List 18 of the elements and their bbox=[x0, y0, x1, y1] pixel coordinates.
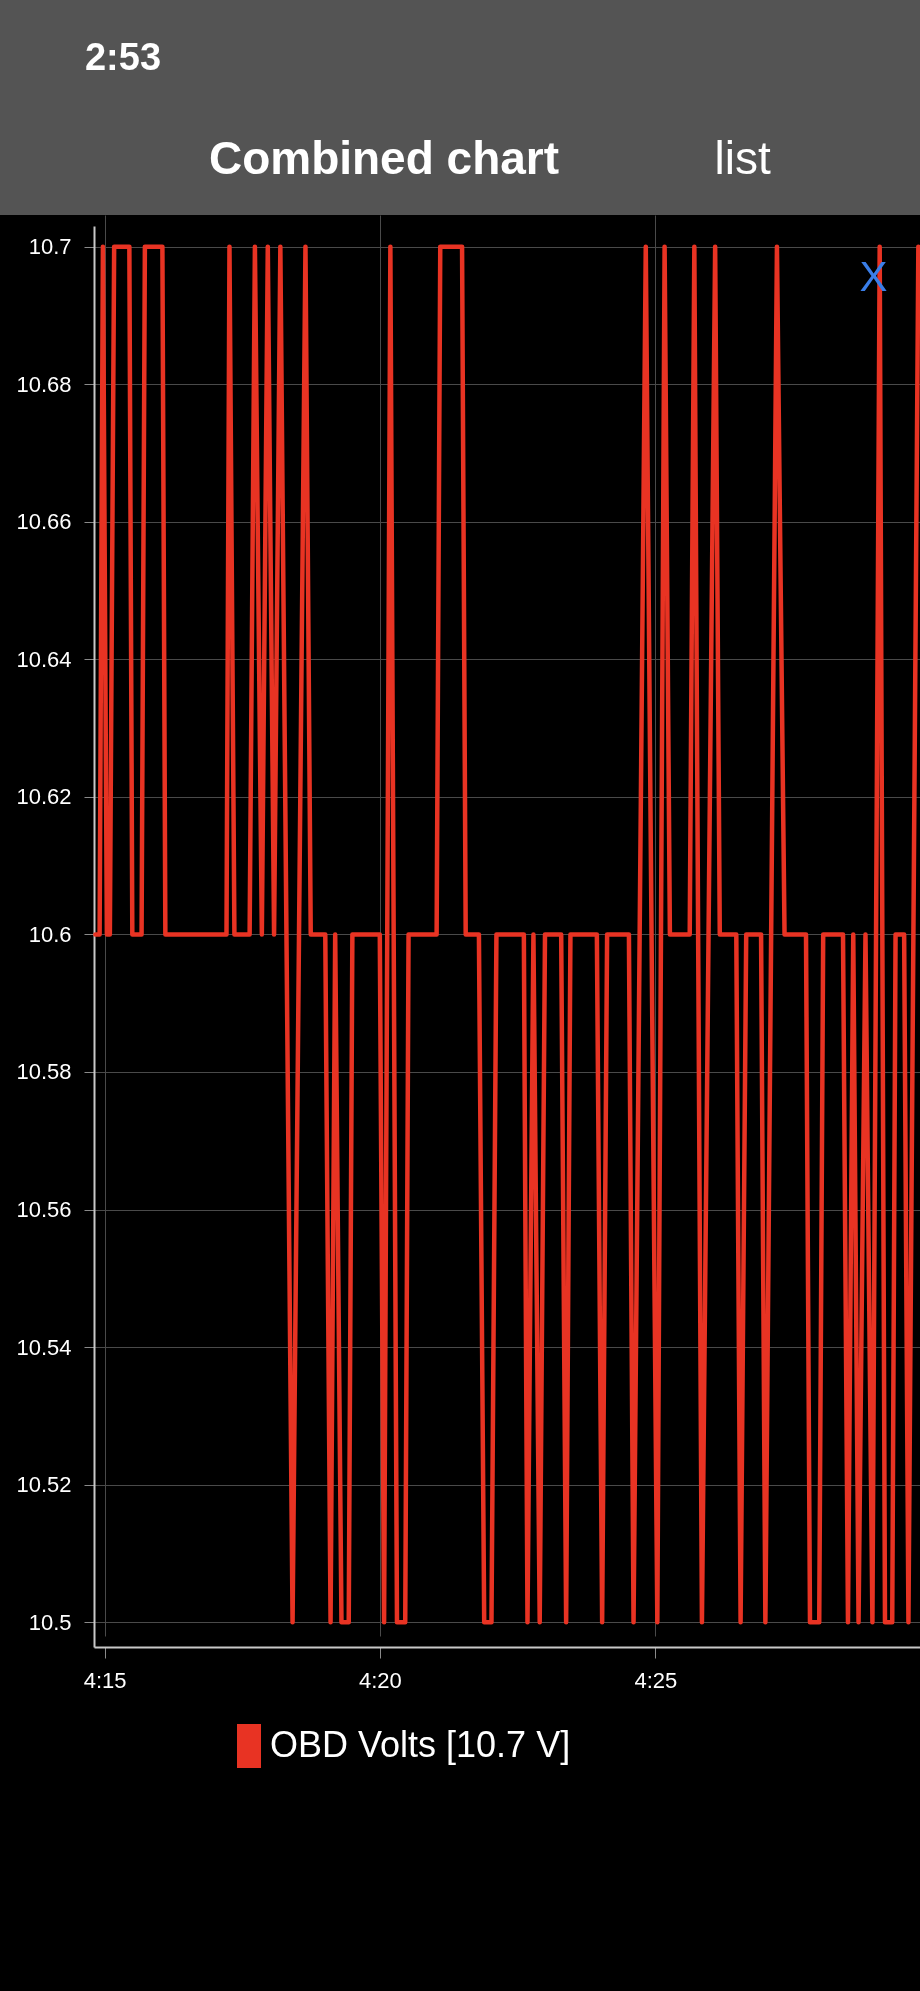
y-tick-label: 10.56 bbox=[16, 1197, 72, 1223]
text: 2:53 bbox=[84, 36, 162, 78]
x-tick-label: 4:15 bbox=[83, 1667, 127, 1693]
y-tick-label: 10.52 bbox=[16, 1472, 72, 1498]
y-tick-label: 10.6 bbox=[28, 921, 72, 947]
x-tick-label: 4:25 bbox=[634, 1667, 678, 1693]
y-tick-label: 10.54 bbox=[16, 1334, 72, 1360]
y-tick-label: 10.62 bbox=[16, 784, 72, 810]
x-tick-label: 4:20 bbox=[358, 1667, 402, 1693]
text: list bbox=[714, 132, 771, 184]
y-tick-label: 10.7 bbox=[28, 234, 72, 260]
y-tick-label: 10.5 bbox=[28, 1609, 72, 1635]
y-tick-label: 10.68 bbox=[16, 371, 72, 397]
chart-title: Combined chart bbox=[208, 132, 560, 184]
y-tick-label: 10.64 bbox=[16, 646, 72, 672]
y-tick-label: 10.66 bbox=[16, 509, 72, 535]
y-tick-label: 10.58 bbox=[16, 1059, 72, 1085]
legend-label: OBD Volts [10.7 V] bbox=[270, 1724, 571, 1765]
